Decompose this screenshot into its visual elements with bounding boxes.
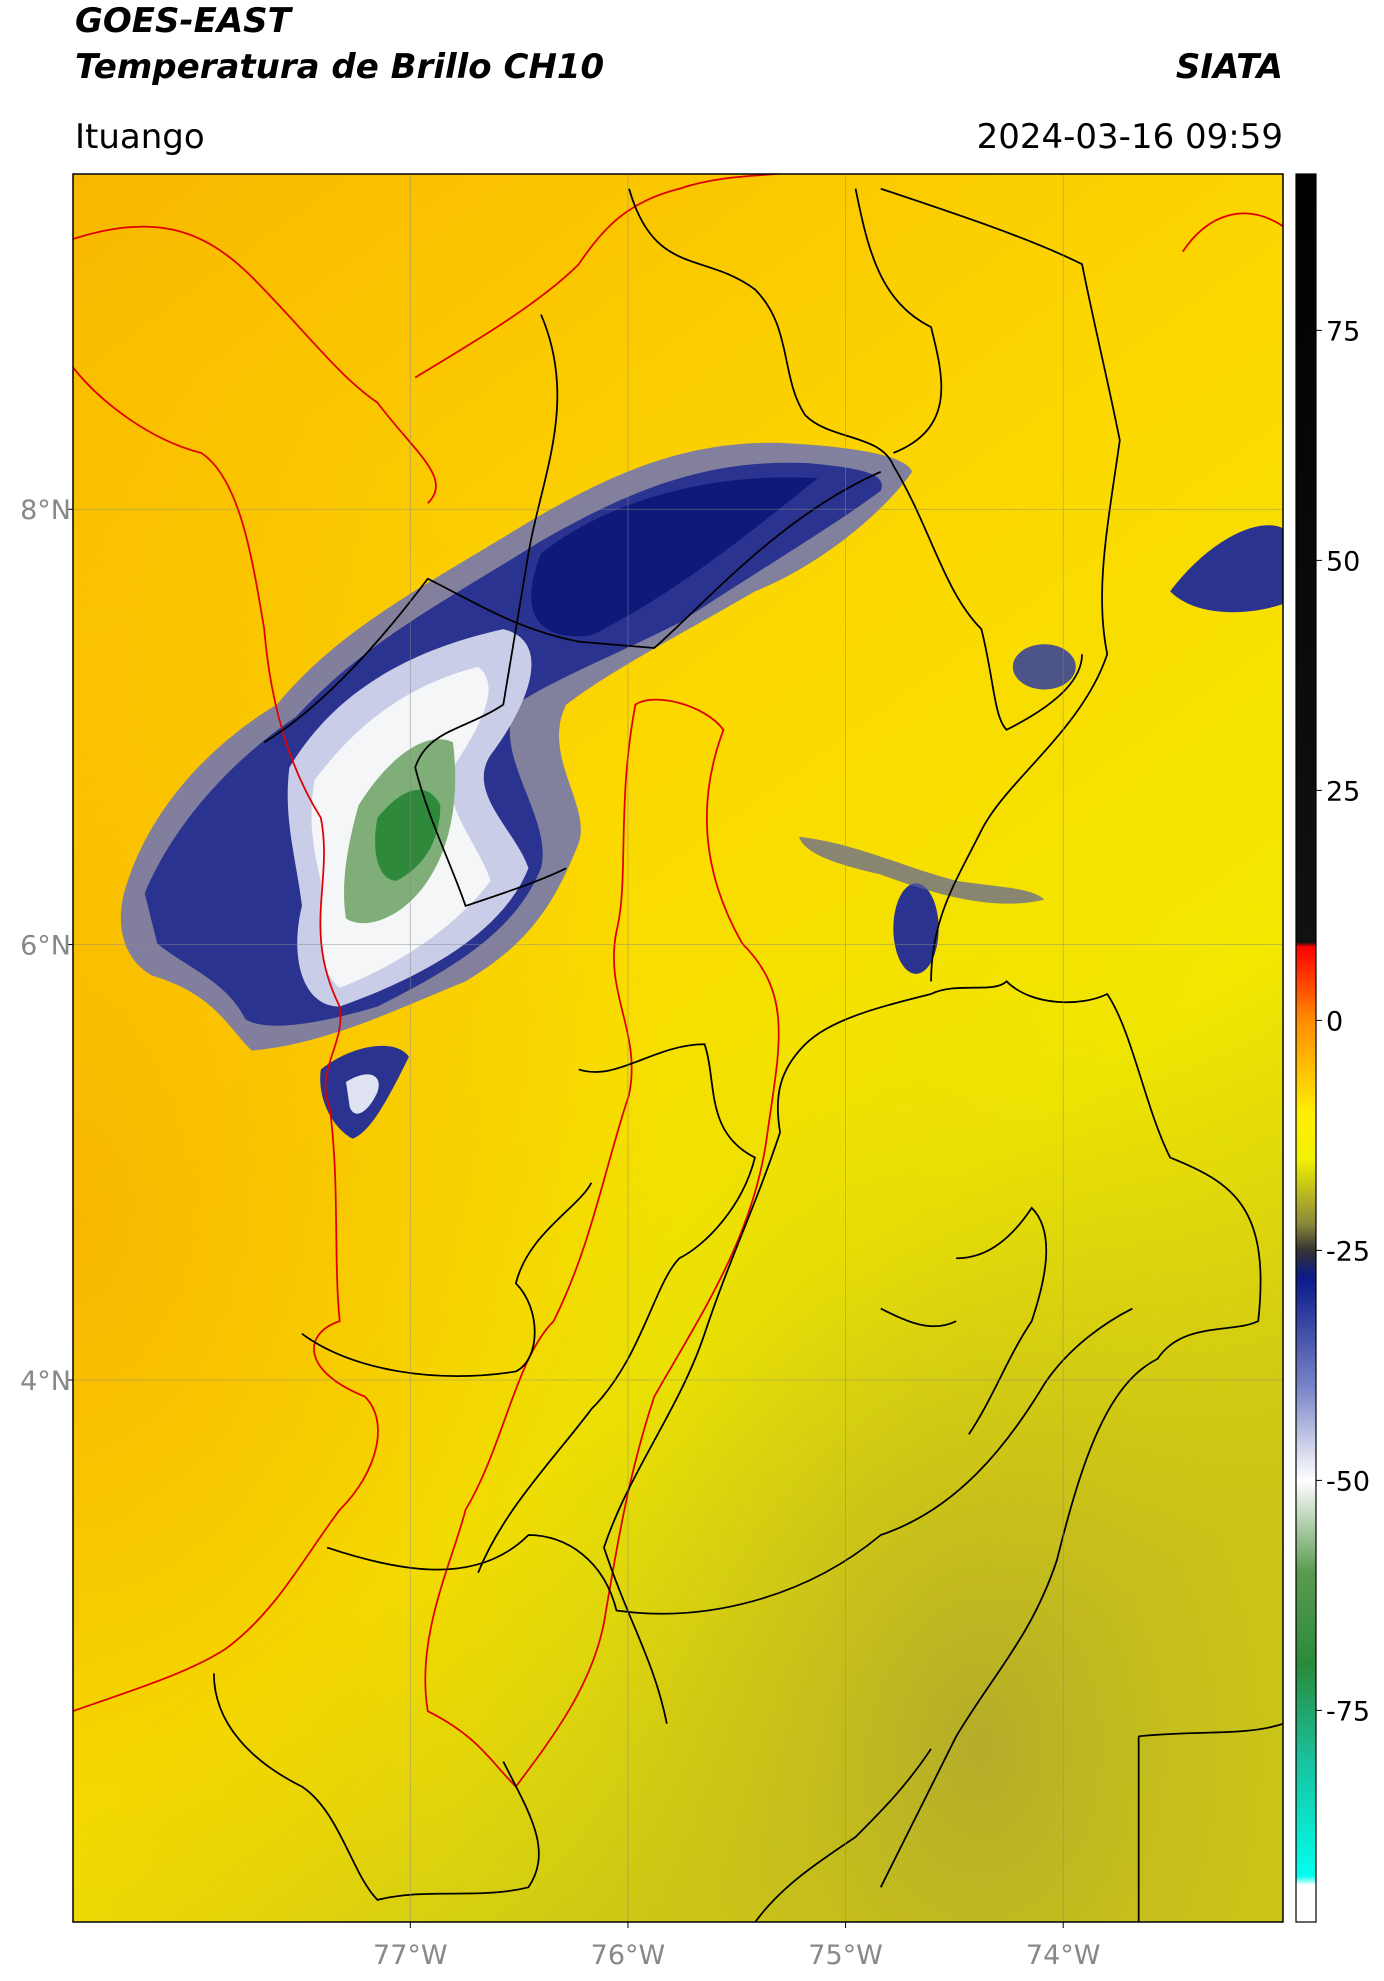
colorbar-tick-label: -25	[1326, 1236, 1370, 1267]
map-title: Temperatura de Brillo CH10	[75, 47, 604, 87]
map-frame	[72, 173, 1284, 1923]
colorbar-tick-label: -50	[1326, 1466, 1370, 1497]
region-label: Ituango	[75, 117, 205, 157]
y-tick-label: 6°N	[20, 931, 71, 962]
y-tick-label: 8°N	[20, 495, 71, 526]
colorbar-tick-label: 0	[1326, 1006, 1343, 1037]
colorbar	[1295, 173, 1317, 1923]
x-tick-label: 74°W	[1026, 1940, 1101, 1971]
y-tick-label: 4°N	[20, 1366, 71, 1397]
colorbar-tick-label: 50	[1326, 546, 1360, 577]
datetime-label: 2024-03-16 09:59	[977, 117, 1283, 157]
colorbar-tick-label: 25	[1326, 776, 1360, 807]
colorbar-tick-label: -75	[1326, 1696, 1370, 1727]
source-label: SIATA	[1176, 47, 1283, 87]
x-tick-label: 77°W	[373, 1940, 448, 1971]
satellite-name: GOES-EAST	[75, 1, 294, 41]
x-tick-label: 76°W	[591, 1940, 666, 1971]
map-image	[73, 174, 1283, 1922]
x-tick-label: 75°W	[808, 1940, 883, 1971]
colorbar-tick-label: 75	[1326, 316, 1360, 347]
